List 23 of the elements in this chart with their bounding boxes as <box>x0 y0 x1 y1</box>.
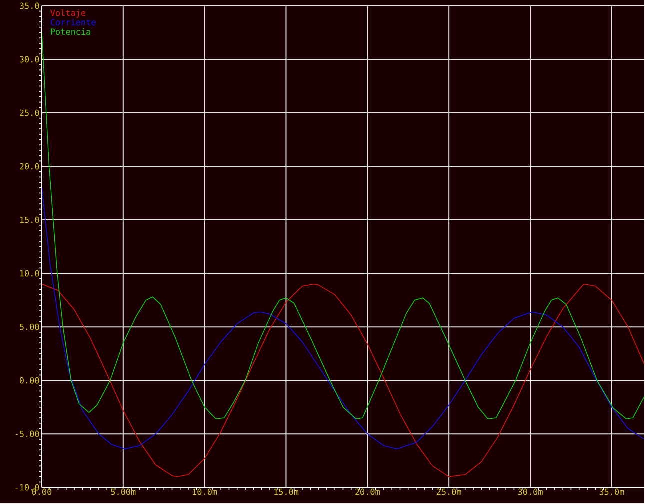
y-tick-label: -10.0 <box>16 484 40 492</box>
x-tick-label: 35.0m <box>600 489 624 496</box>
line-series <box>42 284 644 478</box>
y-tick-label: 30.0 <box>20 56 40 63</box>
y-tick-label: 25.0 <box>20 110 40 116</box>
y-tick-label: 10.0 <box>20 270 40 277</box>
text: Corriente <box>50 19 96 26</box>
line-series <box>42 188 644 450</box>
y-tick-label: -5.00 <box>16 431 40 438</box>
y-tick-label: 0.00 <box>20 378 40 384</box>
x-tick-label: 10.0m <box>193 489 218 496</box>
y-tick-label: 15.0 <box>20 217 40 224</box>
x-tick-label: 5.00m <box>111 489 136 496</box>
x-tick-label: 25.0m <box>436 489 462 496</box>
x-tick-label: 15.0m <box>274 489 299 496</box>
text: Voltaje <box>50 10 86 18</box>
x-tick-label: 20.0m <box>356 489 380 496</box>
x-tick-label: 30.0m <box>518 489 543 496</box>
y-tick-label: 35.0 <box>20 2 40 10</box>
y-tick-label: 20.0 <box>20 164 40 170</box>
y-tick-label: 5.00 <box>20 324 40 330</box>
series-label: Potencia <box>51 28 90 36</box>
x-tick-label: 0.00 <box>32 489 52 496</box>
